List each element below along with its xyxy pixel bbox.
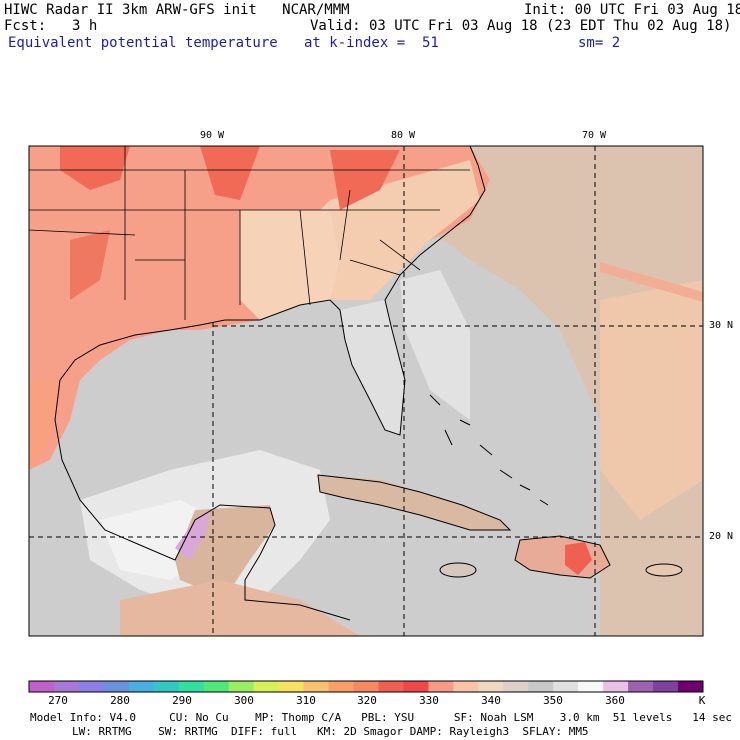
colorbar-label: 300 xyxy=(234,694,254,707)
colorbar-frame xyxy=(28,680,704,693)
model-info-line2: LW: RRTMG SW: RRTMG DIFF: full KM: 2D Sm… xyxy=(72,725,589,738)
bahamas-islands xyxy=(429,394,549,506)
colorbar-swatch xyxy=(78,681,105,692)
colorbar-swatch xyxy=(403,681,429,692)
model-info-line1: Model Info: V4.0 CU: No Cu MP: Thomp C/A… xyxy=(30,711,732,724)
coastlines xyxy=(54,145,683,621)
state-borders xyxy=(28,146,470,320)
central-america-land xyxy=(120,580,360,636)
colorbar-swatch xyxy=(428,681,454,692)
atlantic-warm-band xyxy=(600,262,703,302)
jamaica-land xyxy=(440,563,476,577)
colorbar-swatch xyxy=(178,681,205,692)
colorbar-swatch xyxy=(378,681,404,692)
colorbar-label: 340 xyxy=(481,694,501,707)
colorbar-swatch xyxy=(603,681,629,692)
colorbar xyxy=(28,680,704,693)
hispaniola-coastline xyxy=(514,535,611,579)
colorbar-swatch xyxy=(553,681,579,692)
us-gulf-coastline xyxy=(59,145,486,436)
colorbar-swatch xyxy=(203,681,230,692)
florida-land xyxy=(340,300,405,435)
colorbar-swatch xyxy=(53,681,80,692)
georgia-light xyxy=(240,210,340,320)
colorbar-swatch xyxy=(328,681,355,692)
colorbar-label: 350 xyxy=(543,694,563,707)
colorbar-label: 360 xyxy=(605,694,625,707)
colorbar-swatch xyxy=(303,681,330,692)
forecast-label: Fcst: xyxy=(4,18,47,34)
colorbar-swatch xyxy=(678,681,704,692)
colorbar-unit: K xyxy=(698,694,706,707)
state-border-lines xyxy=(28,146,470,320)
colorbar-swatch xyxy=(453,681,479,692)
colorbar-swatch xyxy=(628,681,654,692)
atlantic-warmer-patch xyxy=(600,280,703,520)
colorbar-swatch xyxy=(353,681,379,692)
colorbar-label: 330 xyxy=(419,694,439,707)
lon-label-90w: 90 W xyxy=(200,130,225,141)
colorbar-swatch xyxy=(253,681,280,692)
us-hot-spots xyxy=(60,146,400,210)
colorbar-label: 270 xyxy=(48,694,68,707)
atlantic-light-patch xyxy=(400,270,470,420)
cool-purple-patch xyxy=(175,510,210,560)
colorbar-label: 320 xyxy=(357,694,377,707)
colorbar-swatch xyxy=(503,681,529,692)
graticule xyxy=(29,146,703,636)
colorbar-label: 290 xyxy=(172,694,192,707)
smoothing: sm= 2 xyxy=(578,35,621,51)
colorbar-swatch xyxy=(578,681,604,692)
colorbar-swatch xyxy=(29,681,55,692)
product-title: HIWC Radar II 3km ARW-GFS init NCAR/MMM xyxy=(4,2,350,18)
lon-label-80w: 80 W xyxy=(391,130,416,141)
colorbar-label: 280 xyxy=(110,694,130,707)
init-time: Init: 00 UTC Fri 03 Aug 18 xyxy=(524,2,740,18)
forecast-hour: 3 h xyxy=(72,18,98,34)
colorbar-swatch xyxy=(278,681,305,692)
lat-label-20n: 20 N xyxy=(709,531,734,542)
map-frame xyxy=(28,145,704,637)
field-name: Equivalent potential temperature xyxy=(8,35,278,51)
cuba-land xyxy=(318,475,510,530)
level-index: at k-index = 51 xyxy=(304,35,439,51)
lat-label-30n: 30 N xyxy=(709,320,734,331)
cuba-coastline xyxy=(317,474,512,531)
puerto-rico-land xyxy=(646,564,682,576)
lon-label-70w: 70 W xyxy=(582,130,607,141)
colorbar-swatch xyxy=(478,681,504,692)
mexico-coast xyxy=(29,380,60,470)
colorbar-swatch xyxy=(128,681,155,692)
mexico-coastline xyxy=(54,379,351,621)
map-field xyxy=(29,146,703,636)
puerto-rico-coastline xyxy=(645,563,683,577)
colorbar-swatch xyxy=(153,681,180,692)
jamaica-coastline xyxy=(439,562,477,578)
valid-time: Valid: 03 UTC Fri 03 Aug 18 (23 EDT Thu … xyxy=(310,18,732,34)
colorbar-swatch xyxy=(103,681,130,692)
hispaniola-hot xyxy=(565,542,592,575)
atlantic-warm-region xyxy=(430,146,703,636)
texas-hot xyxy=(70,230,110,300)
colorbar-swatch xyxy=(528,681,554,692)
colorbar-swatch xyxy=(228,681,255,692)
colorbar-swatch xyxy=(653,681,679,692)
colorbar-label: 310 xyxy=(296,694,316,707)
